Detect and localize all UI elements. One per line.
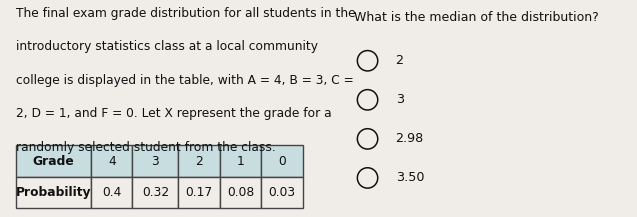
Text: 0.08: 0.08 <box>227 186 254 199</box>
Bar <box>91 177 132 208</box>
Text: What is the median of the distribution?: What is the median of the distribution? <box>354 11 598 24</box>
Bar <box>132 177 178 208</box>
Text: college is displayed in the table, with A = 4, B = 3, C =: college is displayed in the table, with … <box>16 74 354 87</box>
Text: 3: 3 <box>396 93 404 106</box>
Bar <box>261 145 303 177</box>
Text: 2.98: 2.98 <box>396 132 424 145</box>
Text: 4: 4 <box>108 155 116 168</box>
Text: Grade: Grade <box>32 155 75 168</box>
Text: 0.17: 0.17 <box>185 186 213 199</box>
Text: 3: 3 <box>152 155 159 168</box>
Text: 0.4: 0.4 <box>102 186 122 199</box>
Text: 0: 0 <box>278 155 286 168</box>
Bar <box>16 145 91 177</box>
Text: 1: 1 <box>236 155 245 168</box>
Text: Probability: Probability <box>16 186 91 199</box>
Text: 2: 2 <box>195 155 203 168</box>
Text: 2: 2 <box>396 54 404 67</box>
Bar <box>178 177 220 208</box>
Text: 3.50: 3.50 <box>396 171 424 184</box>
Bar <box>220 177 261 208</box>
Text: 0.03: 0.03 <box>268 186 296 199</box>
Bar <box>178 145 220 177</box>
Bar <box>132 145 178 177</box>
Text: The final exam grade distribution for all students in the: The final exam grade distribution for al… <box>16 7 355 20</box>
Bar <box>220 145 261 177</box>
Text: randomly selected student from the class.: randomly selected student from the class… <box>16 141 276 154</box>
Bar <box>91 145 132 177</box>
Bar <box>16 177 91 208</box>
Bar <box>261 177 303 208</box>
Text: 2, D = 1, and F = 0. Let X represent the grade for a: 2, D = 1, and F = 0. Let X represent the… <box>16 107 331 120</box>
Text: introductory statistics class at a local community: introductory statistics class at a local… <box>16 40 318 53</box>
Text: 0.32: 0.32 <box>142 186 169 199</box>
